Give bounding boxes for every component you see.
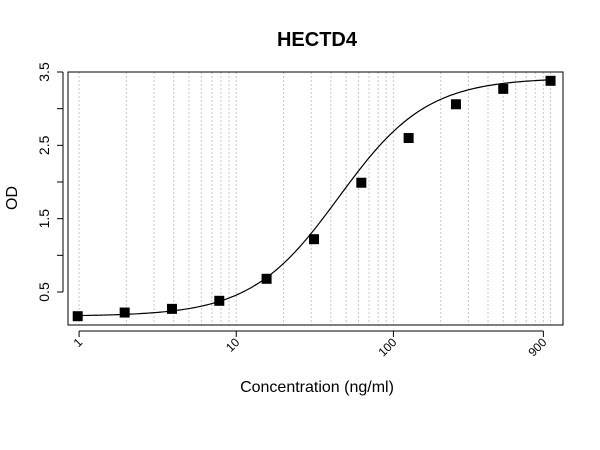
y-tick-label: 2.5: [36, 135, 52, 155]
x-axis-label: Concentration (ng/ml): [240, 379, 394, 396]
data-points: [72, 75, 556, 322]
y-axis: 0.5 1.5 2.5 3.5: [36, 62, 64, 302]
data-point: [403, 133, 414, 143]
chart-grid: [78, 72, 552, 325]
fit-curve: [77, 79, 551, 317]
data-point: [261, 273, 272, 284]
data-point: [545, 75, 556, 86]
data-point: [356, 177, 367, 188]
y-axis-label: OD: [4, 186, 21, 210]
x-axis: 1 10 100 900: [71, 330, 550, 359]
data-point: [72, 311, 83, 322]
plot-frame: [67, 71, 564, 326]
data-point: [214, 295, 225, 306]
data-point: [166, 303, 177, 314]
y-tick-label: 3.5: [36, 62, 52, 82]
x-tick-label: 100: [375, 335, 399, 359]
y-tick-label: 0.5: [36, 282, 52, 302]
data-point: [309, 234, 320, 245]
y-tick-label: 1.5: [36, 209, 52, 229]
data-point: [119, 307, 130, 318]
data-point: [450, 99, 461, 110]
data-point: [498, 83, 509, 94]
chart-title: HECTD4: [277, 29, 358, 51]
x-tick-label: 900: [525, 335, 549, 359]
x-tick-label: 1: [71, 335, 86, 350]
x-tick-label: 10: [223, 335, 243, 355]
